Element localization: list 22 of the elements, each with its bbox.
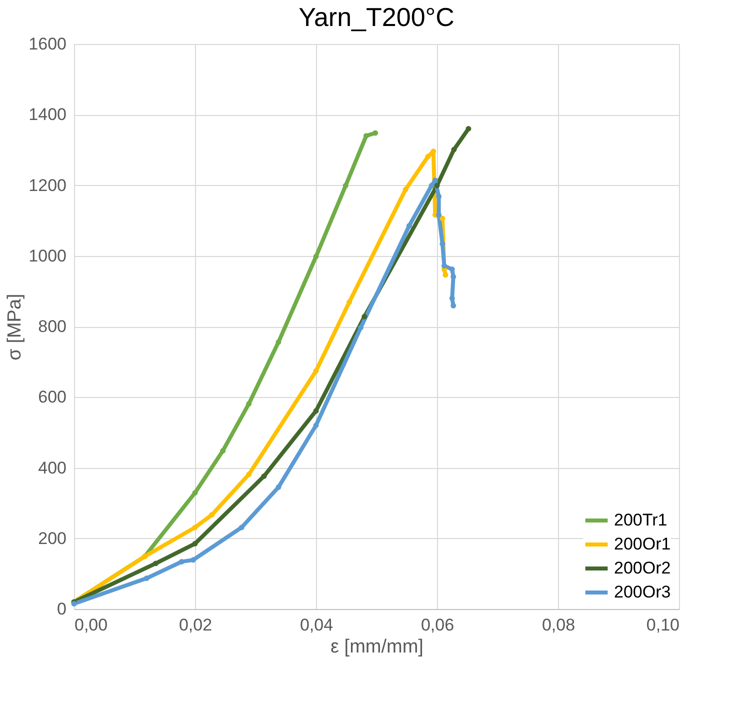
y-tick-label: 800 bbox=[38, 317, 66, 336]
chart-title: Yarn_T200°C bbox=[298, 2, 454, 32]
y-tick-label: 1600 bbox=[28, 34, 66, 54]
x-tick-label: 0,04 bbox=[300, 616, 334, 634]
x-tick-label: 0,10 bbox=[646, 616, 680, 634]
y-axis-title: σ [MPa] bbox=[4, 294, 26, 360]
y-tick-label: 1200 bbox=[28, 176, 66, 195]
x-tick-label: 0,08 bbox=[542, 616, 576, 634]
legend-label: 200Or2 bbox=[614, 558, 671, 578]
y-tick-label: 1400 bbox=[28, 105, 66, 124]
legend-label: 200Or1 bbox=[614, 534, 671, 554]
y-tick-label: 1000 bbox=[28, 246, 66, 266]
y-tick-label: 600 bbox=[38, 388, 66, 407]
x-tick-label: 0,02 bbox=[178, 616, 212, 634]
x-tick-label: 0,00 bbox=[74, 616, 108, 634]
x-axis-title: ε [mm/mm] bbox=[330, 636, 424, 658]
y-tick-label: 400 bbox=[38, 458, 66, 478]
legend-label: 200Or3 bbox=[614, 582, 671, 602]
y-tick-label: 0 bbox=[57, 600, 66, 618]
x-tick-label: 0,06 bbox=[420, 616, 454, 634]
y-tick-label: 200 bbox=[38, 528, 66, 548]
legend-label: 200Tr1 bbox=[614, 510, 668, 530]
